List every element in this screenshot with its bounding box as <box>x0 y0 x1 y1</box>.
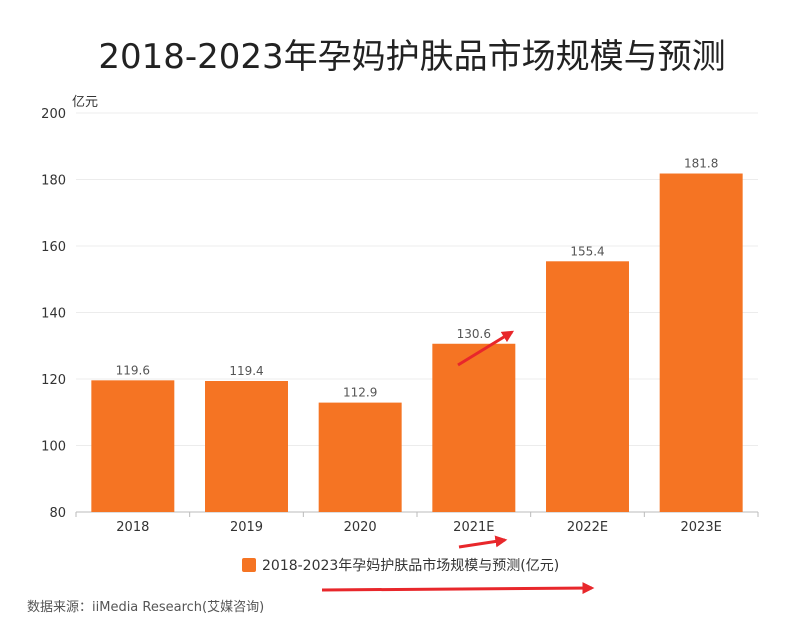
y-tick-label: 100 <box>41 440 66 455</box>
x-tick-label: 2018 <box>116 520 149 535</box>
bars: 119.6 119.4 112.9 130.6 155.4 181.8 <box>91 157 743 512</box>
arrow-annotation-2 <box>458 535 508 549</box>
y-tick-label: 160 <box>41 240 66 255</box>
bar-value-label: 155.4 <box>570 244 604 258</box>
y-tick-label: 180 <box>41 174 66 189</box>
y-tick-label: 140 <box>41 307 66 322</box>
x-axis-ticks: 2018 2019 2020 2021E 2022E 2023E <box>75 512 759 535</box>
bar-value-label: 112.9 <box>343 386 377 400</box>
source-note: 数据来源：iiMedia Research(艾媒咨询) <box>27 600 264 615</box>
x-tick-label: 2023E <box>681 520 722 535</box>
x-tick-label: 2019 <box>230 520 263 535</box>
legend-label: 2018-2023年孕妈护肤品市场规模与预测(亿元) <box>262 557 559 574</box>
y-tick-label: 120 <box>41 373 66 388</box>
y-axis-ticks: 80 100 120 140 160 180 200 <box>41 107 66 521</box>
y-axis-unit: 亿元 <box>72 95 98 110</box>
bar-value-label: 119.6 <box>116 363 150 377</box>
bar <box>318 402 402 512</box>
x-tick-label: 2022E <box>567 520 608 535</box>
annotation-arrows <box>321 330 595 595</box>
bar <box>659 173 743 512</box>
x-tick-label: 2020 <box>344 520 377 535</box>
bar <box>546 261 629 512</box>
legend-swatch <box>242 558 256 572</box>
x-tick-label: 2021E <box>453 520 494 535</box>
bar-value-label: 130.6 <box>457 327 491 341</box>
grid-lines <box>76 112 758 446</box>
arrow-annotation-1 <box>457 330 515 367</box>
bar-value-label: 119.4 <box>229 364 263 378</box>
bar <box>91 380 175 512</box>
bar <box>205 380 288 512</box>
y-tick-label: 200 <box>41 107 66 122</box>
y-tick-label: 80 <box>49 506 66 521</box>
bar-value-label: 181.8 <box>684 157 718 171</box>
bar <box>432 343 516 512</box>
arrow-annotation-3 <box>321 582 595 595</box>
legend: 2018-2023年孕妈护肤品市场规模与预测(亿元) <box>242 557 559 574</box>
chart-title: 2018-2023年孕妈护肤品市场规模与预测 <box>98 37 725 77</box>
